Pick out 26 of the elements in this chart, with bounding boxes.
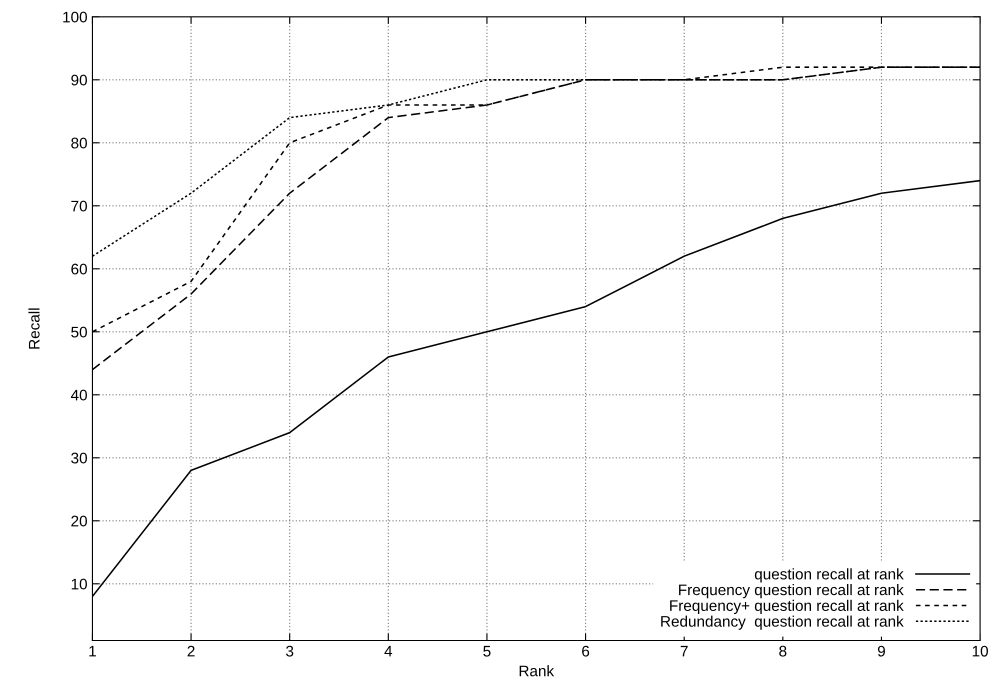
x-axis-title: Rank — [520, 665, 554, 676]
y-tick-label: 60 — [71, 264, 87, 274]
y-tick-label: 70 — [71, 200, 87, 212]
legend-label: Frequency+ question recall at rank — [670, 600, 904, 614]
y-tick-label: 30 — [71, 452, 87, 464]
legend-label: question recall at rank — [754, 568, 904, 582]
y-tick-label: 40 — [70, 390, 87, 400]
x-tick-label: 6 — [582, 646, 590, 657]
x-tick-label: 3 — [286, 646, 294, 657]
x-tick-label: 9 — [878, 646, 885, 657]
y-tick-label: 100 — [63, 12, 87, 22]
y-tick-label: 10 — [72, 578, 87, 590]
x-tick-label: 10 — [972, 646, 988, 657]
legend-label: Frequency question recall at rank — [679, 584, 904, 598]
y-tick-label: 80 — [71, 138, 87, 148]
x-tick-label: 4 — [384, 646, 392, 656]
y-tick-label: 50 — [71, 326, 87, 338]
y-tick-label: 20 — [71, 516, 87, 526]
x-tick-label: 7 — [680, 646, 688, 656]
x-tick-label: 2 — [188, 646, 195, 656]
legend-label: Redundancy question recall at rank — [661, 616, 904, 630]
x-tick-label: 8 — [779, 646, 786, 657]
y-axis-title: Recall — [28, 308, 40, 349]
y-tick-label: 90 — [71, 74, 87, 86]
x-tick-label: 5 — [483, 646, 491, 657]
x-tick-label: 1 — [89, 646, 96, 656]
